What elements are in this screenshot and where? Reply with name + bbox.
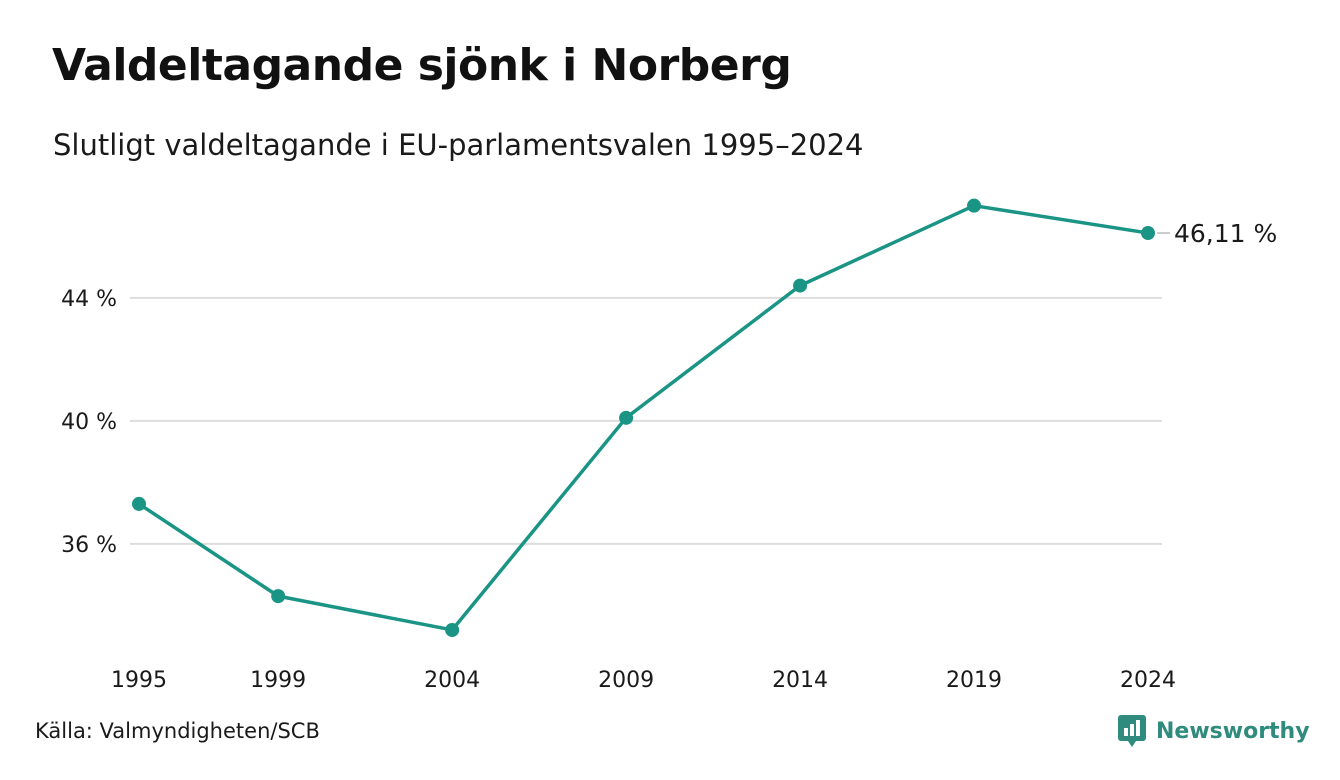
chart-subtitle: Slutligt valdeltagande i EU-parlamentsva…: [53, 128, 864, 162]
brand-logo: Newsworthy: [1118, 714, 1310, 748]
newsworthy-logo-icon: [1118, 715, 1146, 747]
end-value-label: 46,11 %: [1174, 219, 1277, 248]
x-axis-labels: 1995 1999 2004 2009 2014 2019 2024: [111, 668, 1176, 693]
x-tick-label: 2009: [598, 668, 654, 693]
x-tick-label: 2004: [424, 668, 480, 693]
data-point: [445, 622, 460, 637]
x-tick-label: 2014: [772, 668, 828, 693]
end-annotation: 46,11 %: [1157, 219, 1277, 248]
series-line: [137, 203, 1150, 632]
data-point: [967, 198, 982, 213]
series-line-layer: [137, 203, 1150, 632]
gridlines: [130, 296, 1162, 545]
brand-name: Newsworthy: [1156, 718, 1310, 744]
data-point: [619, 410, 634, 425]
x-tick-label: 1999: [250, 668, 306, 693]
data-points: [132, 198, 1155, 637]
chart-title: Valdeltagande sjönk i Norberg: [52, 40, 792, 91]
y-axis-labels: 36 % 40 % 44 %: [61, 287, 117, 558]
source-note: Källa: Valmyndigheten/SCB: [35, 719, 320, 743]
x-tick-label: 1995: [111, 668, 167, 693]
y-tick-label: 44 %: [61, 287, 117, 312]
data-point: [793, 278, 808, 293]
data-point: [271, 589, 286, 604]
y-tick-label: 36 %: [61, 533, 117, 558]
x-tick-label: 2019: [946, 668, 1002, 693]
y-tick-label: 40 %: [61, 410, 117, 435]
data-point: [1141, 226, 1155, 241]
data-point: [132, 496, 146, 511]
x-tick-label: 2024: [1120, 668, 1176, 693]
